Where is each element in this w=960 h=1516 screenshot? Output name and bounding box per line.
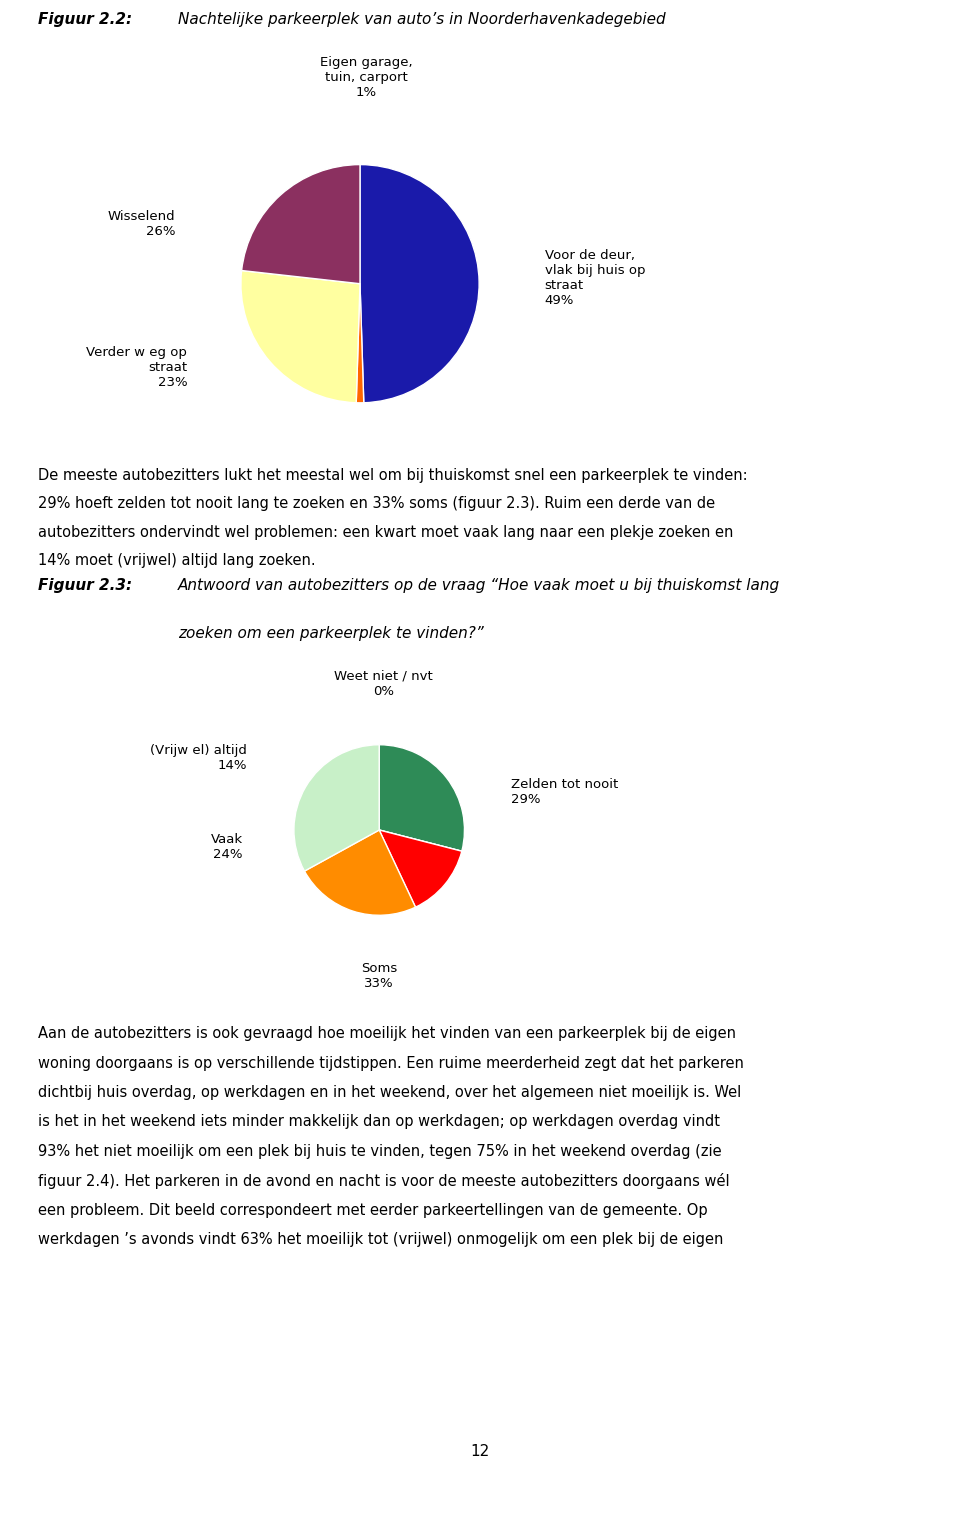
Wedge shape <box>304 831 416 916</box>
Text: 14% moet (vrijwel) altijd lang zoeken.: 14% moet (vrijwel) altijd lang zoeken. <box>38 553 316 568</box>
Wedge shape <box>379 831 462 850</box>
Text: figuur 2.4). Het parkeren in de avond en nacht is voor de meeste autobezitters d: figuur 2.4). Het parkeren in de avond en… <box>38 1173 730 1189</box>
Text: Eigen garage,
tuin, carport
1%: Eigen garage, tuin, carport 1% <box>320 56 412 99</box>
Text: Aan de autobezitters is ook gevraagd hoe moeilijk het vinden van een parkeerplek: Aan de autobezitters is ook gevraagd hoe… <box>38 1026 736 1041</box>
Text: Figuur 2.2:: Figuur 2.2: <box>38 12 132 27</box>
Text: Nachtelijke parkeerplek van auto’s in Noorderhavenkadegebied: Nachtelijke parkeerplek van auto’s in No… <box>178 12 665 27</box>
Text: 29% hoeft zelden tot nooit lang te zoeken en 33% soms (figuur 2.3). Ruim een der: 29% hoeft zelden tot nooit lang te zoeke… <box>38 497 715 511</box>
Text: dichtbij huis overdag, op werkdagen en in het weekend, over het algemeen niet mo: dichtbij huis overdag, op werkdagen en i… <box>38 1085 742 1101</box>
Text: Weet niet / nvt
0%: Weet niet / nvt 0% <box>334 670 433 697</box>
Wedge shape <box>379 744 465 850</box>
Text: Wisselend
26%: Wisselend 26% <box>108 211 176 238</box>
Text: is het in het weekend iets minder makkelijk dan op werkdagen; op werkdagen overd: is het in het weekend iets minder makkel… <box>38 1114 720 1129</box>
Text: zoeken om een parkeerplek te vinden?”: zoeken om een parkeerplek te vinden?” <box>178 626 483 641</box>
Text: 93% het niet moeilijk om een plek bij huis te vinden, tegen 75% in het weekend o: 93% het niet moeilijk om een plek bij hu… <box>38 1143 722 1158</box>
Text: Verder w eg op
straat
23%: Verder w eg op straat 23% <box>86 346 187 388</box>
Wedge shape <box>379 831 462 907</box>
Text: een probleem. Dit beeld correspondeert met eerder parkeertellingen van de gemeen: een probleem. Dit beeld correspondeert m… <box>38 1202 708 1217</box>
Text: Zelden tot nooit
29%: Zelden tot nooit 29% <box>512 778 618 805</box>
Text: De meeste autobezitters lukt het meestal wel om bij thuiskomst snel een parkeerp: De meeste autobezitters lukt het meestal… <box>38 468 748 484</box>
Wedge shape <box>360 165 479 403</box>
Text: Voor de deur,
vlak bij huis op
straat
49%: Voor de deur, vlak bij huis op straat 49… <box>544 249 645 306</box>
Text: 12: 12 <box>470 1445 490 1458</box>
Text: woning doorgaans is op verschillende tijdstippen. Een ruime meerderheid zegt dat: woning doorgaans is op verschillende tij… <box>38 1055 744 1070</box>
Text: werkdagen ’s avonds vindt 63% het moeilijk tot (vrijwel) onmogelijk om een plek : werkdagen ’s avonds vindt 63% het moeili… <box>38 1233 724 1248</box>
Wedge shape <box>356 283 364 403</box>
Text: Vaak
24%: Vaak 24% <box>210 834 243 861</box>
Text: autobezitters ondervindt wel problemen: een kwart moet vaak lang naar een plekje: autobezitters ondervindt wel problemen: … <box>38 525 733 540</box>
Wedge shape <box>242 165 360 283</box>
Text: Figuur 2.3:: Figuur 2.3: <box>38 578 132 593</box>
Wedge shape <box>294 744 379 872</box>
Text: (Vrijw el) altijd
14%: (Vrijw el) altijd 14% <box>150 743 247 772</box>
Text: Antwoord van autobezitters op de vraag “Hoe vaak moet u bij thuiskomst lang: Antwoord van autobezitters op de vraag “… <box>178 578 780 593</box>
Wedge shape <box>241 270 360 403</box>
Text: Soms
33%: Soms 33% <box>361 963 397 990</box>
